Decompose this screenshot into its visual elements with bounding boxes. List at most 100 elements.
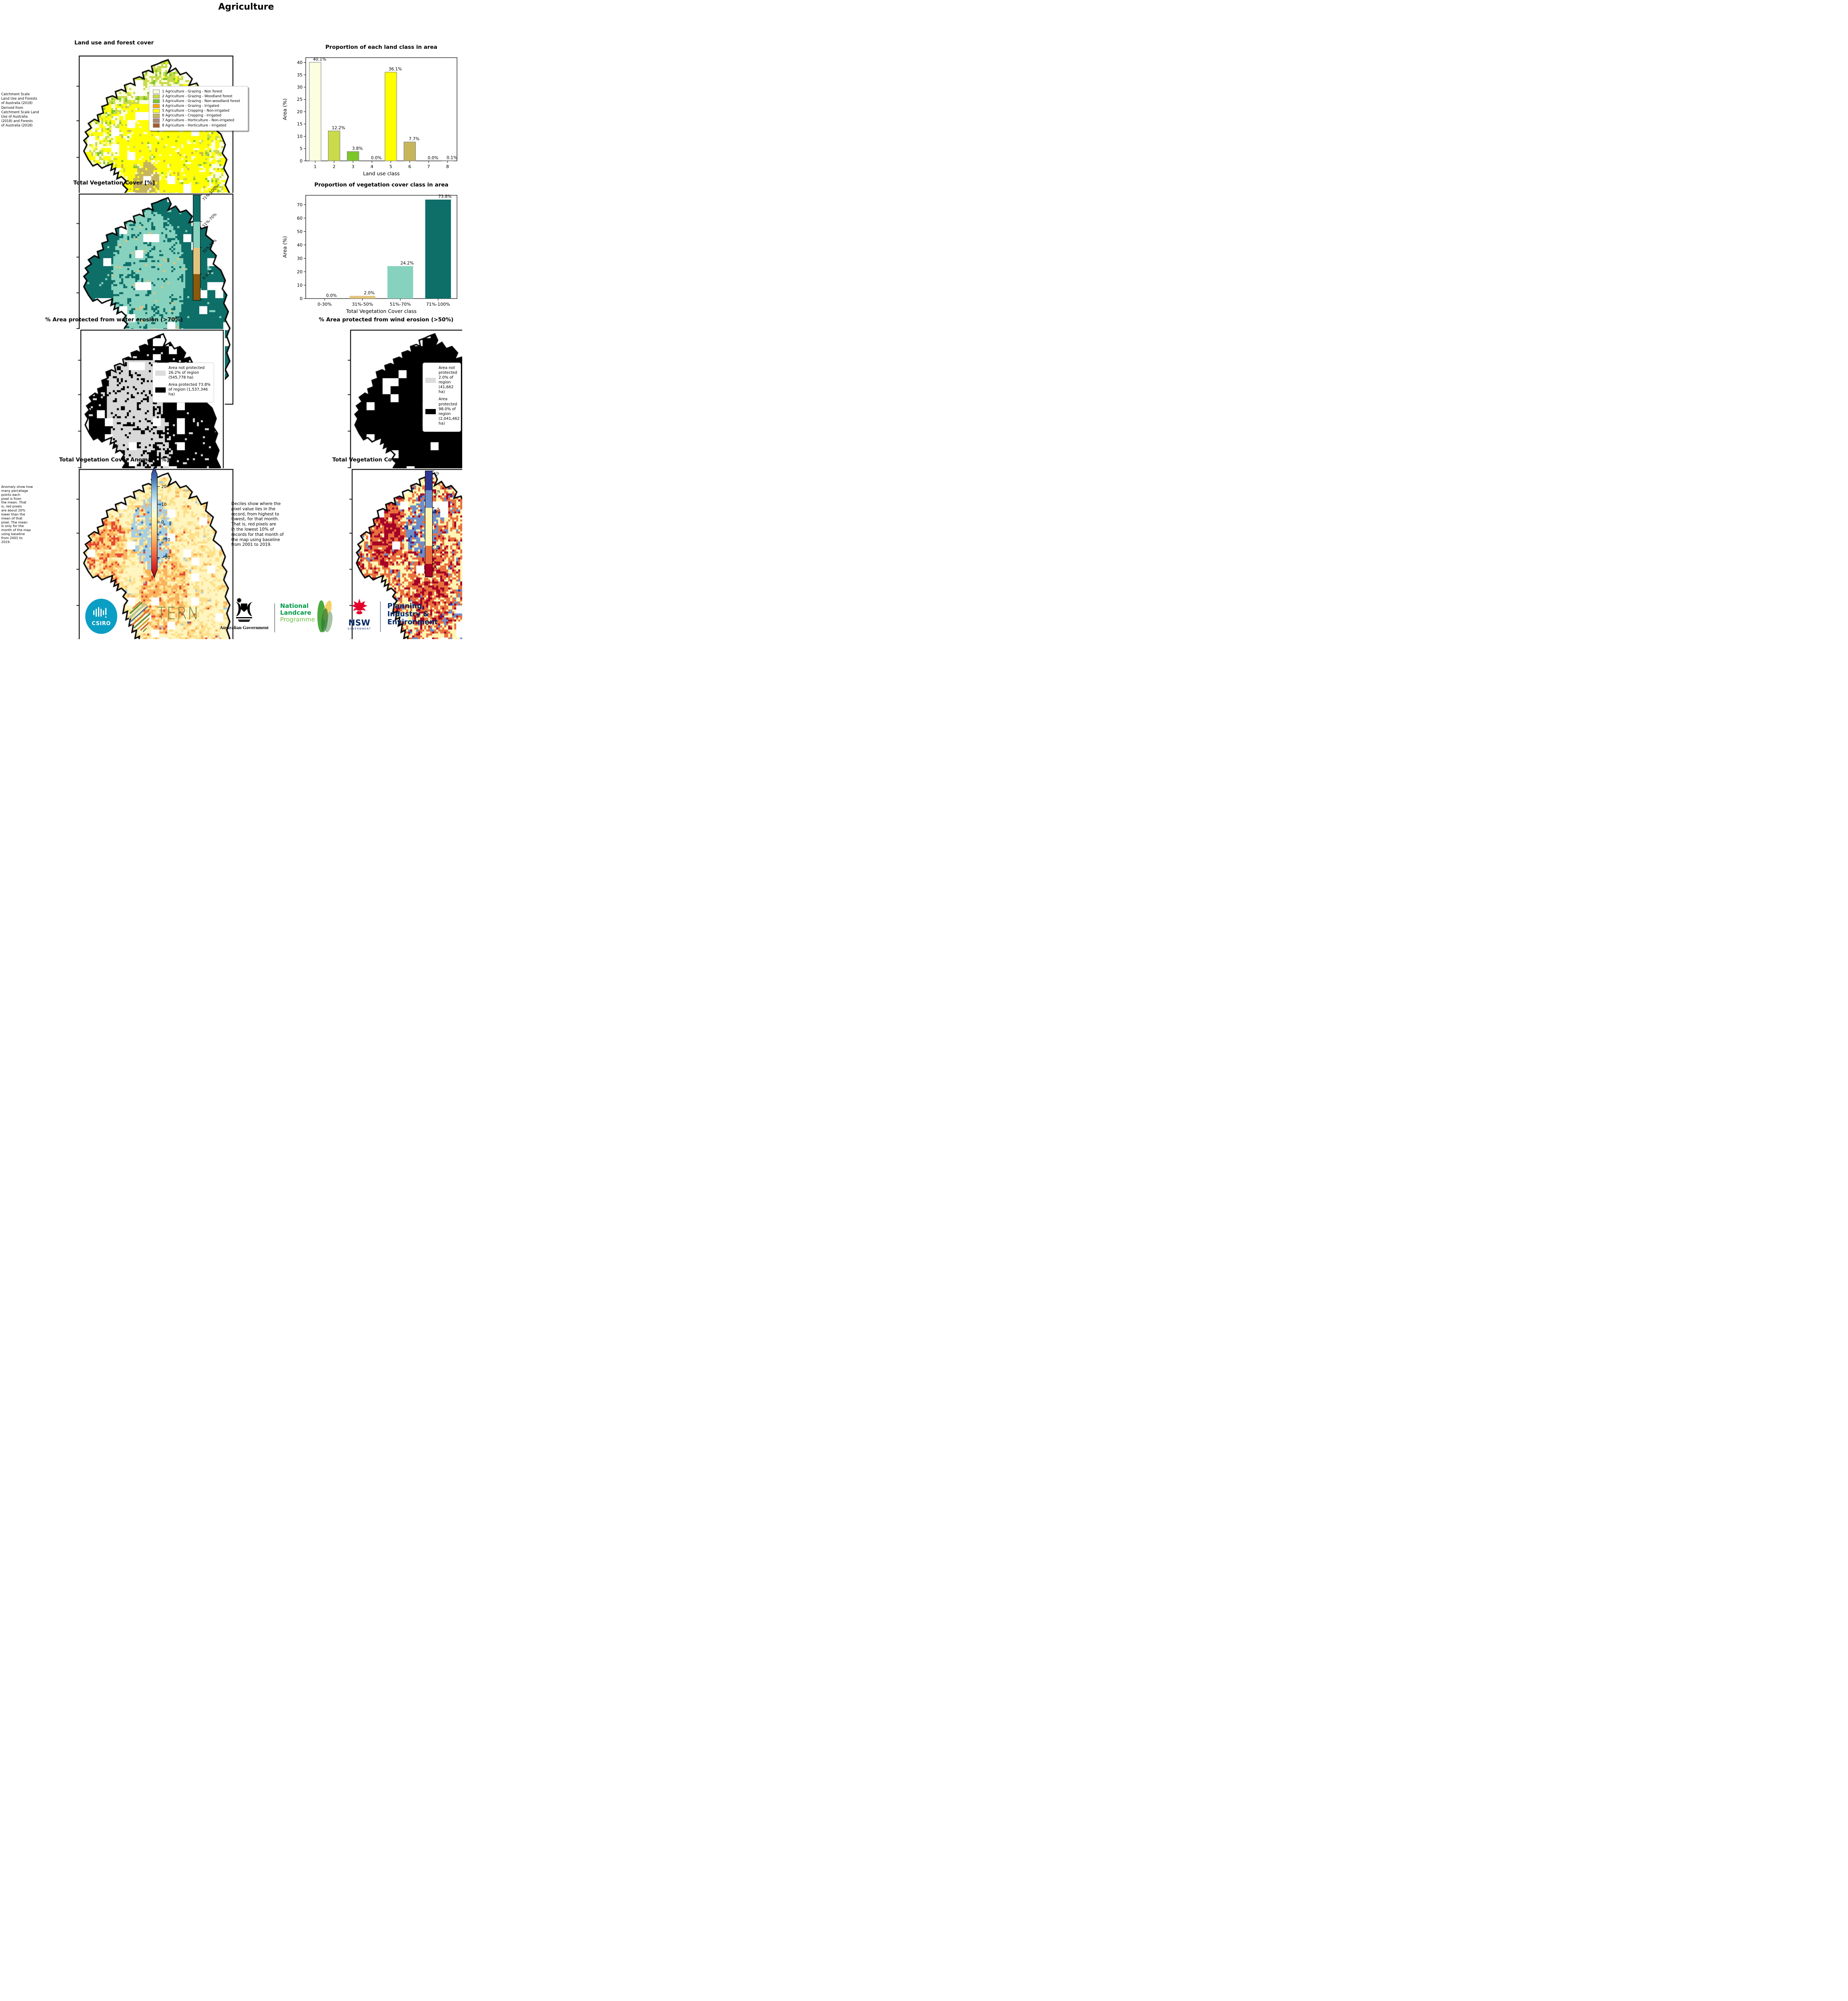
bar-value-label: 3.8% — [352, 146, 363, 151]
legend-swatch — [153, 99, 160, 104]
bar-71%-100% — [425, 199, 451, 299]
australian-government-caption: Australian Government — [219, 625, 269, 630]
planning-industry-environment-logo: Planning, Industry & Environment — [387, 602, 438, 627]
legend-swatch — [153, 118, 160, 123]
bar-51%-70% — [387, 266, 413, 299]
y-tick-label: 25 — [297, 97, 303, 102]
colorbar-tick — [432, 563, 434, 564]
colorbar-tick — [200, 299, 202, 300]
colorbar-bar — [425, 471, 433, 577]
legend-item: Area protected 98.0% of region (2,041,46… — [425, 397, 460, 426]
legend-label: 7 Agriculture - Horticulture - Non-irrig… — [162, 118, 235, 123]
decile-colorbar: 10 8-9 4-7 2-3 1 — [425, 471, 457, 577]
wind-erosion-title: % Area protected from wind erosion (>50%… — [319, 317, 454, 323]
anomaly-colorbar-bar — [151, 467, 158, 578]
legend-item: 6 Agriculture - Cropping - Irrigated — [153, 114, 244, 118]
landcare-line-3: Programme — [280, 616, 315, 623]
csiro-logo: CSIRO — [85, 599, 117, 634]
bar-value-label: 0.1% — [447, 155, 457, 160]
legend-swatch — [425, 377, 436, 383]
colorbar-segment — [193, 274, 200, 300]
legend-label: 1 Agriculture - Grazing - Non forest — [162, 89, 222, 94]
y-tick-label: 20 — [297, 109, 303, 114]
legend-item: 3 Agriculture - Grazing - Non-woodland f… — [153, 99, 244, 104]
colorbar-segment — [425, 546, 432, 564]
colorbar-label: 51%-70% — [202, 212, 218, 228]
anomaly-colorbar: 20 10 0 −10 −20 — [151, 467, 170, 578]
veg-class-bar-chart: Proportion of vegetation cover class in … — [282, 182, 457, 314]
bar-value-label: 7.7% — [409, 137, 420, 142]
y-tick-label: 15 — [297, 122, 303, 127]
bar-value-label: 40.1% — [313, 57, 326, 62]
x-tick-label: 4 — [371, 164, 373, 169]
legend-item: 4 Agriculture - Grazing - Irrigated — [153, 104, 244, 108]
crest-graphic — [235, 597, 253, 622]
legend-item: Area not protected 26.2% of region (545,… — [155, 366, 211, 380]
nsw-logo-subtext: GOVERNMENT — [347, 628, 371, 630]
legend-item: 8 Agriculture - Horticulture - Irrigated — [153, 123, 244, 128]
legend-swatch — [153, 114, 160, 118]
legend-label: 2 Agriculture - Grazing - Woodland fores… — [162, 94, 233, 98]
legend-item: 1 Agriculture - Grazing - Non forest — [153, 89, 244, 94]
x-tick-label: 6 — [408, 164, 411, 169]
legend-swatch — [155, 387, 166, 393]
legend-swatch — [155, 370, 166, 376]
colorbar-label: 0 — [161, 520, 164, 525]
y-tick-label: 20 — [297, 269, 303, 275]
water-erosion-title: % Area protected from water erosion (>70… — [45, 317, 183, 323]
y-tick-label: 0 — [300, 158, 303, 164]
legend-label: Area protected 98.0% of region (2,041,46… — [439, 397, 460, 426]
colorbar-segment — [425, 490, 432, 508]
legend-label: Area not protected 2.0% of region (41,66… — [439, 366, 457, 395]
bar-value-label: 0.0% — [326, 293, 337, 298]
legend-label: 3 Agriculture - Grazing - Non-woodland f… — [162, 99, 241, 104]
tern-map-icon — [128, 599, 154, 632]
plot-frame — [305, 57, 457, 161]
bar-1 — [309, 62, 321, 161]
colorbar-tick — [200, 221, 202, 222]
legend-item: 2 Agriculture - Grazing - Woodland fores… — [153, 94, 244, 99]
x-tick-label: 1 — [314, 164, 317, 169]
tern-logo-text: TERN — [157, 604, 200, 623]
land-use-map-title: Land use and forest cover — [74, 40, 154, 46]
landcare-logo-text: National Landcare Programme — [280, 603, 315, 623]
decile-note: Deciles show where the pixel value lies … — [231, 501, 284, 547]
nsw-government-logo: NSW GOVERNMENT — [344, 598, 375, 630]
legend-swatch — [153, 123, 160, 128]
colorbar-label: 10 — [161, 502, 166, 507]
legend-swatch — [425, 409, 436, 415]
x-axis-label: Total Vegetation Cover class — [346, 308, 417, 314]
bar-5 — [385, 72, 397, 161]
bar-value-label: 0.0% — [428, 156, 439, 160]
x-tick-label: 8 — [446, 164, 449, 169]
bar-value-label: 36.1% — [389, 67, 402, 72]
y-axis-label: Area (%) — [282, 98, 288, 120]
decile-map — [347, 468, 462, 639]
legend-label: Area protected 73.8% of region (1,537,34… — [168, 383, 211, 397]
legend-label: 8 Agriculture - Horticulture - Irrigated — [162, 123, 226, 128]
legend-swatch — [153, 89, 160, 94]
wind-erosion-legend: Area not protected 2.0% of region (41,66… — [423, 363, 461, 432]
leaves-graphic — [317, 600, 333, 632]
x-tick-label: 51%-70% — [390, 302, 411, 307]
bar-value-label: 2.0% — [364, 291, 375, 295]
y-tick-label: 60 — [297, 216, 303, 221]
legend-label: 4 Agriculture - Grazing - Irrigated — [162, 104, 219, 108]
x-axis-label: Land use class — [363, 170, 400, 176]
colorbar-label: 31%-50% — [202, 238, 218, 255]
bar-8 — [441, 160, 454, 161]
legend-label: Area not protected 26.2% of region (545,… — [168, 366, 205, 380]
x-tick-label: 0-30% — [318, 302, 332, 307]
legend-swatch — [153, 108, 160, 113]
colorbar-label: 8-9 — [434, 489, 441, 497]
pie-line-1: Planning, — [387, 602, 425, 610]
australian-government-crest-icon — [232, 597, 256, 624]
y-tick-label: 10 — [297, 134, 303, 139]
landcare-line-1: National — [280, 602, 309, 610]
x-tick-label: 5 — [389, 164, 392, 169]
x-tick-label: 3 — [352, 164, 355, 169]
land-class-bar-chart: Proportion of each land class in area 0 5 1… — [282, 44, 457, 176]
colorbar-bar — [193, 195, 200, 301]
x-tick-label: 31%-50% — [352, 302, 373, 307]
legend-item: Area not protected 2.0% of region (41,66… — [425, 366, 458, 395]
